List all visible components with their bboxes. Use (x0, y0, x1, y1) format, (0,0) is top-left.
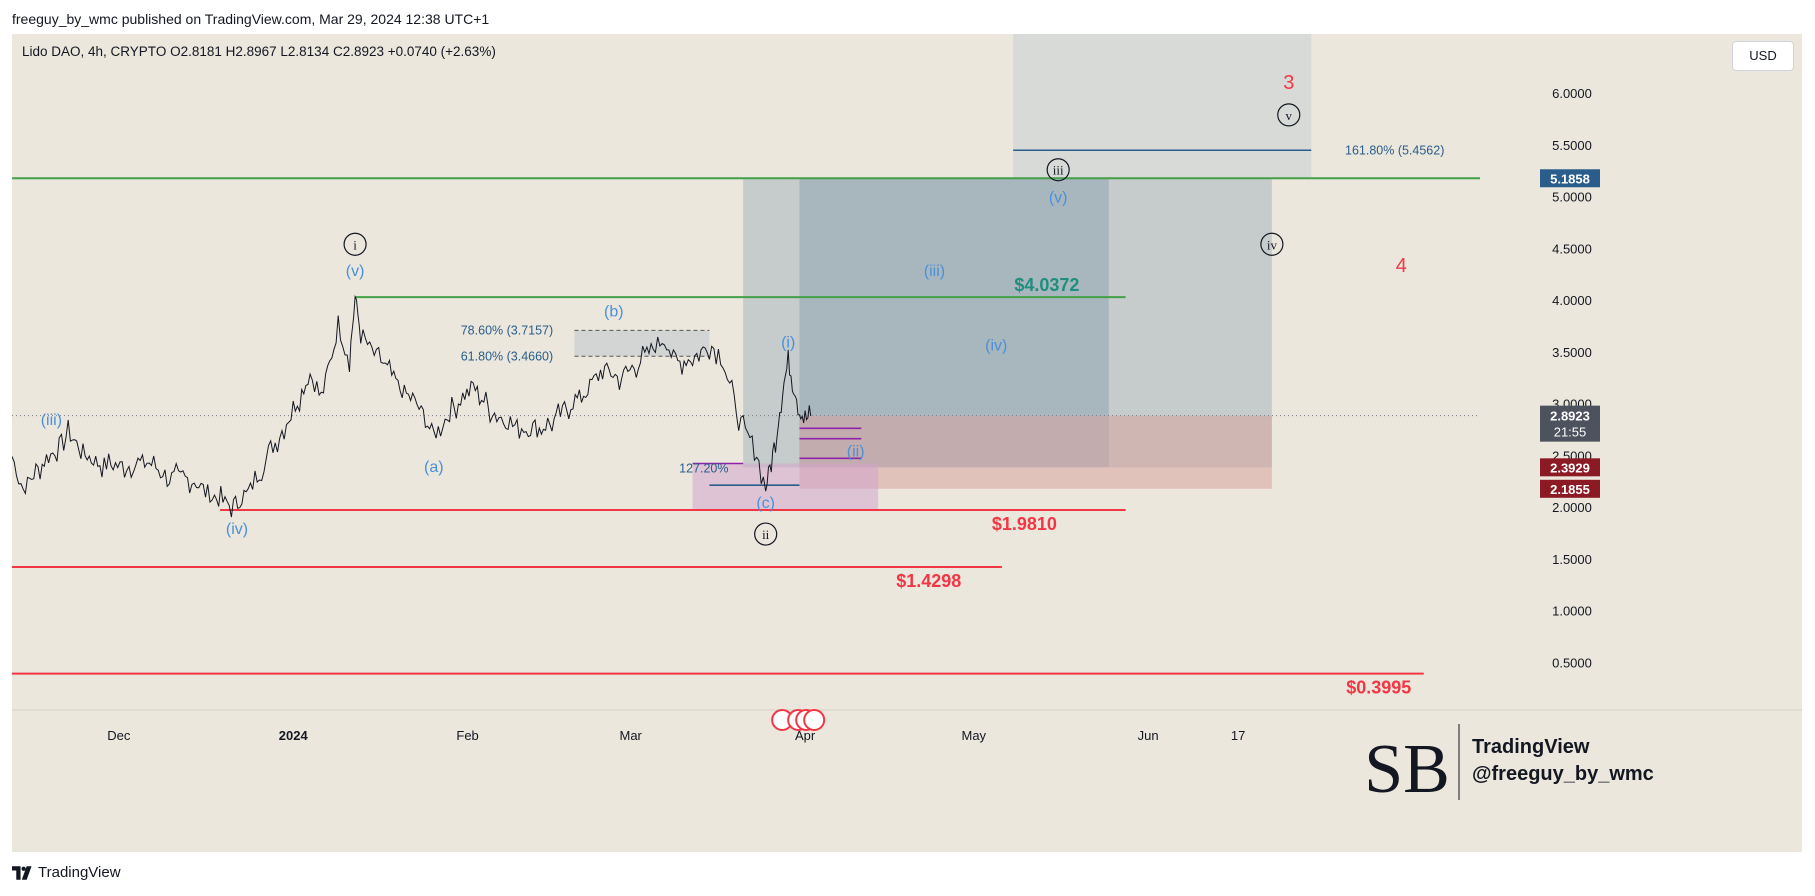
price-axis-tick-label: 1.0000 (1552, 604, 1592, 619)
wave-label: ii (762, 527, 770, 542)
wave-label: 4 (1396, 255, 1407, 277)
bar-countdown: 21:55 (1554, 425, 1587, 440)
wave-label-circle (1260, 232, 1284, 256)
watermark-logo: SB (1364, 731, 1450, 808)
price-axis-tick-label: 5.0000 (1552, 190, 1592, 205)
wave-label-circle (343, 232, 367, 256)
wave-label: (i) (781, 335, 795, 352)
chart-canvas[interactable]: $4.0372 $1.9810 $1.4298 $0.3995 161.80% (5.4… (12, 34, 1802, 852)
wave-label: (a) (424, 459, 444, 476)
price-badge-5-1858: 5.1858 (1550, 171, 1590, 186)
level-price-label: $1.9810 (992, 514, 1057, 534)
chart-frame[interactable]: $4.0372 $1.9810 $1.4298 $0.3995 161.80% (5.4… (12, 34, 1802, 852)
footer-brand-text: TradingView (38, 864, 121, 881)
wave-label: (c) (756, 495, 775, 512)
wave-label: (iv) (226, 521, 248, 538)
tradingview-footer-logo[interactable]: TradingView (12, 864, 121, 881)
wave-label: (iii) (41, 412, 62, 429)
fib-level-label: 161.80% (5.4562) (1345, 143, 1444, 157)
wave-label: (ii) (847, 443, 865, 460)
price-axis-tick-label: 6.0000 (1552, 86, 1592, 101)
target-box-upper (1013, 34, 1312, 151)
wave-label: iv (1267, 237, 1278, 252)
wave-label: (v) (1049, 190, 1068, 207)
price-axis-background[interactable] (1480, 34, 1802, 852)
time-axis-tick-label: Feb (456, 728, 478, 743)
time-axis-tick-label: Mar (620, 728, 643, 743)
tradingview-logo-icon (12, 865, 32, 880)
wave-label: 3 (1283, 72, 1294, 94)
price-axis-tick-label: 0.5000 (1552, 655, 1592, 670)
time-axis-tick-label: May (962, 728, 987, 743)
us-event-flag-icon[interactable] (803, 709, 826, 731)
time-axis-tick-label: Dec (107, 728, 131, 743)
wave-label: iii (1053, 163, 1064, 178)
level-price-label: $0.3995 (1346, 678, 1411, 698)
price-axis-tick-label: 1.5000 (1552, 552, 1592, 567)
wave-label: v (1286, 108, 1293, 123)
time-axis-tick-label: 17 (1231, 728, 1245, 743)
price-badge: 2.1855 (1550, 482, 1590, 497)
price-badge-bg (1540, 479, 1600, 498)
time-axis-tick-label: Jun (1138, 728, 1159, 743)
price-badge: 2.3929 (1550, 460, 1590, 475)
wave-label: (v) (346, 263, 365, 280)
wave-label-circle (1277, 103, 1301, 127)
current-price-badge: 2.8923 (1550, 409, 1590, 424)
wave-label: (iii) (924, 263, 945, 280)
wave-label: i (353, 237, 357, 252)
price-axis-tick-label: 2.0000 (1552, 500, 1592, 515)
watermark-handle: @freeguy_by_wmc (1472, 763, 1654, 785)
price-badge-bg (1540, 458, 1600, 477)
publisher-header: freeguy_by_wmc published on TradingView.… (12, 11, 490, 27)
wave-label: (b) (604, 304, 624, 321)
price-axis-tick-label: 4.5000 (1552, 241, 1592, 256)
watermark-title: TradingView (1472, 736, 1590, 758)
wave-label-circle (754, 522, 778, 546)
wave-label-circle (1046, 158, 1070, 182)
fib-level-label: 78.60% (3.7157) (461, 323, 553, 337)
wave-label: (iv) (985, 338, 1007, 355)
level-price-label: $4.0372 (1014, 275, 1079, 295)
wave-c-target-zone (692, 463, 879, 510)
time-axis-tick-label: 2024 (279, 728, 309, 743)
time-axis-tick-label: Apr (795, 728, 816, 743)
price-axis-tick-label: 3.5000 (1552, 345, 1592, 360)
target-box-band (1013, 150, 1312, 179)
currency-button[interactable]: USD (1732, 41, 1794, 71)
price-series-line (12, 294, 812, 518)
price-axis-tick-label: 4.0000 (1552, 293, 1592, 308)
level-price-label: $1.4298 (896, 571, 961, 591)
price-axis-tick-label: 5.5000 (1552, 138, 1592, 153)
fib-level-label: 61.80% (3.4660) (461, 349, 553, 363)
fib-level-label: 127.20% (679, 462, 728, 476)
current-price-badge-bg (1540, 405, 1600, 442)
price-badge-5-1858-bg (1540, 169, 1600, 188)
symbol-legend: Lido DAO, 4h, CRYPTO O2.8181 H2.8967 L2.… (22, 44, 496, 59)
